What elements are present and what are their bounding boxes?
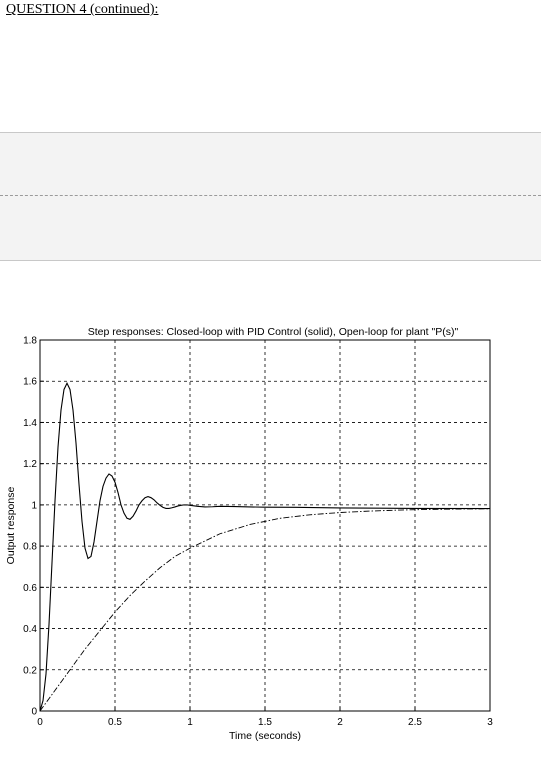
y-tick-label: 1.6 bbox=[23, 377, 37, 388]
y-tick-label: 0.4 bbox=[23, 624, 37, 635]
y-tick-label: 1.8 bbox=[23, 336, 37, 347]
x-tick-label: 1.5 bbox=[258, 717, 272, 728]
y-tick-label: 1 bbox=[31, 500, 37, 511]
x-tick-label: 1 bbox=[187, 717, 193, 728]
chart-title: Step responses: Closed-loop with PID Con… bbox=[88, 326, 459, 338]
y-tick-label: 0.6 bbox=[23, 583, 37, 594]
closed-loop-response-line bbox=[39, 382, 491, 712]
y-tick-label: 0.8 bbox=[23, 542, 37, 553]
x-tick-label: 2 bbox=[337, 717, 343, 728]
y-tick-label: 1.4 bbox=[23, 418, 37, 429]
y-tick-label: 1.2 bbox=[23, 459, 37, 470]
question-heading: QUESTION 4 (continued): bbox=[6, 2, 159, 17]
answer-divider bbox=[0, 195, 541, 196]
open-loop-response-line bbox=[39, 508, 491, 712]
y-tick-label: 0.2 bbox=[23, 665, 37, 676]
x-tick-label: 3 bbox=[487, 717, 493, 728]
x-tick-label: 0 bbox=[37, 717, 43, 728]
y-axis-label: Output response bbox=[5, 487, 17, 565]
y-tick-label: 0 bbox=[31, 707, 37, 718]
x-tick-label: 0.5 bbox=[108, 717, 122, 728]
answer-area bbox=[0, 132, 541, 261]
x-tick-label: 2.5 bbox=[408, 717, 422, 728]
x-axis-label: Time (seconds) bbox=[229, 730, 301, 742]
